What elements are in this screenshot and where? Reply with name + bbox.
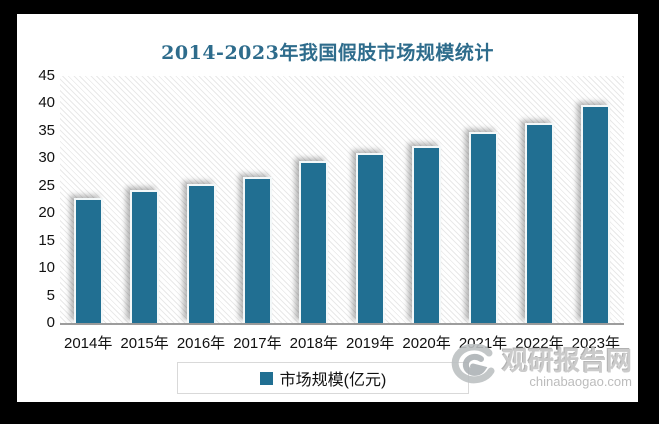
chart-panel: 2014-2023年我国假肢市场规模统计 0 5 10 15 20 25 30 35 40 45 … — [17, 14, 638, 402]
bar-2021年 — [468, 132, 498, 323]
legend: 市场规模(亿元) — [177, 362, 469, 394]
plot-area — [60, 76, 624, 325]
watermark-site-url: chinabaogao.com — [529, 374, 632, 389]
y-tick-label: 15 — [38, 231, 55, 249]
y-tick-label: 20 — [38, 204, 55, 222]
x-axis-labels: 2014年 2015年 2016年 2017年 2018年 2019年 2020年 2021年… — [60, 332, 624, 352]
bar-2014年 — [73, 197, 103, 323]
legend-swatch-icon — [259, 371, 273, 385]
y-tick-label: 0 — [46, 314, 55, 331]
y-tick-label: 30 — [38, 149, 55, 167]
x-tick-label: 2023年 — [571, 335, 620, 352]
bar-2016年 — [186, 183, 216, 323]
x-tick-label: 2022年 — [515, 335, 564, 352]
y-axis: 0 5 10 15 20 25 30 35 40 45 — [17, 67, 55, 331]
y-tick-label: 35 — [38, 121, 55, 139]
x-tick-label: 2016年 — [176, 335, 226, 352]
bar-2023年 — [581, 105, 611, 323]
x-tick-label: 2019年 — [346, 335, 395, 352]
y-tick-label: 10 — [38, 259, 55, 277]
bar-2019年 — [355, 152, 385, 323]
watermark-texts: 观研报告网 chinabaogao.com — [502, 348, 632, 389]
x-tick-label: 2018年 — [289, 335, 338, 352]
bar-2018年 — [299, 160, 329, 323]
x-tick-label: 2020年 — [402, 335, 451, 352]
y-tick-label: 5 — [46, 286, 55, 304]
x-tick-label: 2017年 — [233, 335, 282, 352]
bar-2015年 — [130, 189, 160, 323]
y-tick-label: 40 — [38, 94, 55, 112]
bar-2020年 — [412, 145, 442, 323]
chart-title: 2014-2023年我国假肢市场规模统计 — [161, 42, 494, 64]
x-tick-label: 2015年 — [120, 335, 169, 352]
y-tick-label: 45 — [38, 67, 55, 84]
y-tick-label: 25 — [38, 176, 55, 194]
x-tick-label: 2021年 — [458, 335, 508, 352]
bar-2022年 — [524, 122, 554, 323]
x-tick-label: 2014年 — [64, 335, 113, 352]
legend-label: 市场规模(亿元) — [279, 372, 387, 389]
bar-2017年 — [242, 177, 272, 323]
